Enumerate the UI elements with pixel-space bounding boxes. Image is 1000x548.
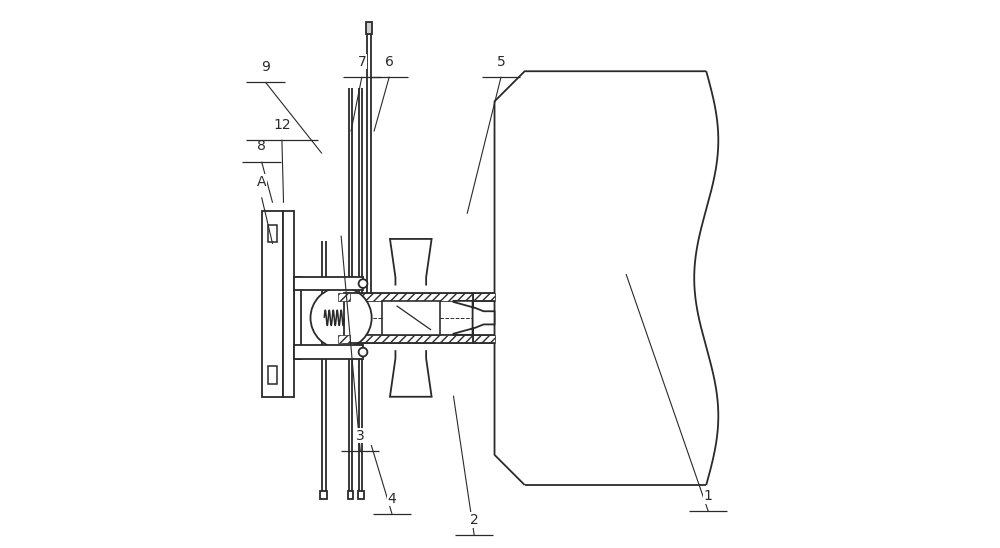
Bar bbox=[473, 335, 495, 342]
Polygon shape bbox=[390, 350, 432, 397]
Bar bbox=[382, 301, 440, 335]
Bar bbox=[262, 211, 283, 397]
Text: 5: 5 bbox=[497, 54, 505, 68]
Text: 8: 8 bbox=[257, 139, 266, 153]
Bar bbox=[348, 491, 353, 499]
Text: 1: 1 bbox=[704, 489, 713, 503]
Bar bbox=[344, 335, 473, 342]
Bar bbox=[268, 366, 277, 384]
Bar bbox=[358, 491, 364, 499]
Text: 12: 12 bbox=[273, 117, 291, 132]
Bar bbox=[320, 491, 327, 499]
Bar bbox=[283, 211, 294, 397]
Bar bbox=[344, 301, 473, 335]
Text: 3: 3 bbox=[356, 429, 365, 443]
Bar bbox=[294, 277, 301, 359]
Bar bbox=[294, 345, 363, 359]
Circle shape bbox=[359, 348, 367, 356]
Bar bbox=[473, 293, 495, 301]
Bar bbox=[344, 293, 473, 301]
Text: 4: 4 bbox=[388, 492, 396, 506]
Circle shape bbox=[311, 287, 372, 349]
Bar bbox=[268, 225, 277, 242]
Text: 2: 2 bbox=[470, 513, 479, 527]
Bar bbox=[338, 293, 350, 301]
Text: 9: 9 bbox=[261, 60, 270, 74]
Text: 7: 7 bbox=[358, 54, 366, 68]
Polygon shape bbox=[453, 301, 495, 335]
Text: A: A bbox=[257, 175, 266, 189]
Bar bbox=[338, 335, 350, 342]
Text: 6: 6 bbox=[385, 54, 394, 68]
Polygon shape bbox=[390, 239, 432, 286]
Bar bbox=[344, 293, 473, 342]
Bar bbox=[294, 277, 363, 290]
Bar bbox=[366, 22, 372, 34]
Circle shape bbox=[359, 279, 367, 288]
